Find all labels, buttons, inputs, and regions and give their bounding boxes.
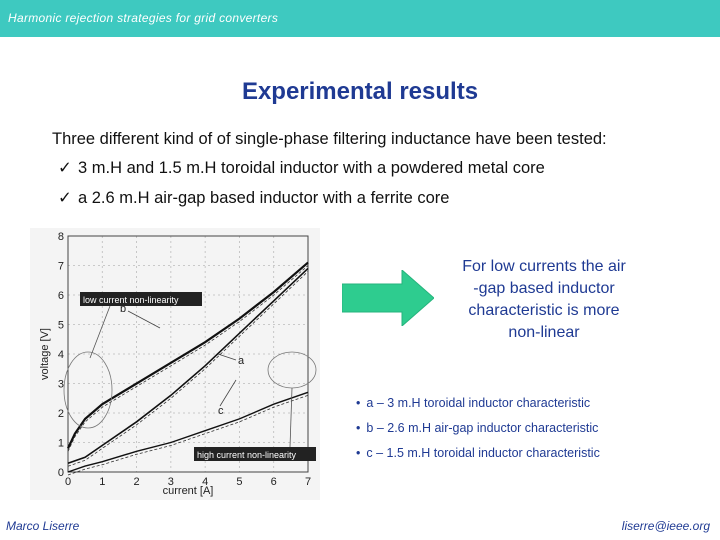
x-tick-label: 6 (271, 476, 277, 488)
y-tick-label: 7 (58, 261, 64, 273)
annotation-high-current: high current non-linearity (197, 450, 297, 460)
x-tick-label: 2 (134, 476, 140, 488)
curve-pointer-c (219, 379, 237, 407)
y-axis-label: voltage [V] (39, 328, 51, 380)
curve-label-a: a (238, 355, 245, 367)
x-tick-label: 0 (65, 476, 71, 488)
curve-pointer-a (217, 353, 237, 361)
x-tick-label: 4 (202, 476, 208, 488)
curve-label-b: b (120, 303, 126, 315)
leader-line-high (289, 387, 293, 448)
header-bar: Harmonic rejection strategies for grid c… (0, 0, 720, 37)
callout-line: characteristic is more (468, 302, 620, 319)
callout-line: -gap based inductor (473, 280, 615, 297)
curve-label-c: c (218, 405, 224, 417)
checkmark-icon: ✓ (58, 189, 72, 207)
y-tick-label: 1 (58, 438, 64, 450)
callout-line: For low currents the air (462, 258, 626, 275)
voltage-current-chart: 0 1 2 3 4 5 6 7 0 1 2 3 4 5 6 7 8 current [A] voltage [V] l… (30, 228, 320, 500)
x-tick-label: 1 (99, 476, 105, 488)
series-trace-a (67, 271, 309, 467)
x-tick-label: 5 (236, 476, 242, 488)
legend-item: • a – 3 m.H toroidal inductor characteris… (356, 396, 591, 410)
callout-text: For low currents the air -gap based indu… (448, 256, 640, 344)
legend-item: • b – 2.6 m.H air-gap inductor characteri… (356, 421, 599, 435)
callout-line: non-linear (508, 324, 580, 341)
plot-frame (67, 235, 309, 473)
y-tick-label: 3 (58, 379, 64, 391)
footer-email: liserre@ieee.org (621, 519, 710, 533)
legend-text: c – 1.5 m.H toroidal inductor characteri… (366, 446, 600, 460)
y-tick-label: 2 (58, 408, 64, 420)
x-tick-label: 7 (305, 476, 311, 488)
checkmark-icon: ✓ (58, 159, 72, 177)
series-line-a (67, 267, 309, 464)
legend-text: a – 3 m.H toroidal inductor characterist… (366, 396, 591, 410)
bullet-text: 3 m.H and 1.5 m.H toroidal inductor with… (78, 159, 545, 177)
annotation-box-low (80, 292, 202, 306)
highlight-ellipse-low (63, 351, 113, 429)
x-axis-label: current [A] (163, 485, 214, 497)
footer-author: Marco Liserre (6, 519, 80, 533)
annotation-box-high (194, 447, 316, 461)
intro-text: Three different kind of of single-phase … (52, 130, 607, 148)
curve-pointer-b (127, 310, 161, 329)
series-line-c (67, 391, 309, 473)
bullet-text: a 2.6 m.H air-gap based inductor with a … (78, 189, 450, 207)
leader-line-low (89, 305, 111, 359)
y-tick-label: 5 (58, 320, 64, 332)
x-tick-label: 3 (168, 476, 174, 488)
slide-title: Experimental results (241, 78, 479, 105)
bullet-item: ✓ a 2.6 m.H air-gap based inductor with a… (58, 188, 449, 208)
arrow-right-icon (342, 270, 434, 326)
y-tick-label: 0 (58, 467, 64, 479)
series-trace-b (67, 265, 309, 452)
bullet-item: ✓ 3 m.H and 1.5 m.H toroidal inductor wit… (58, 158, 545, 178)
y-tick-label: 8 (58, 231, 64, 243)
legend-text: b – 2.6 m.H air-gap inductor characteris… (366, 421, 599, 435)
y-tick-label: 6 (58, 290, 64, 302)
y-tick-label: 4 (58, 349, 64, 361)
annotation-low-current: low current non-linearity (83, 295, 179, 305)
legend-item: • c – 1.5 m.H toroidal inductor character… (356, 446, 600, 460)
presentation-title: Harmonic rejection strategies for grid c… (8, 11, 279, 25)
series-trace-c (67, 394, 309, 476)
